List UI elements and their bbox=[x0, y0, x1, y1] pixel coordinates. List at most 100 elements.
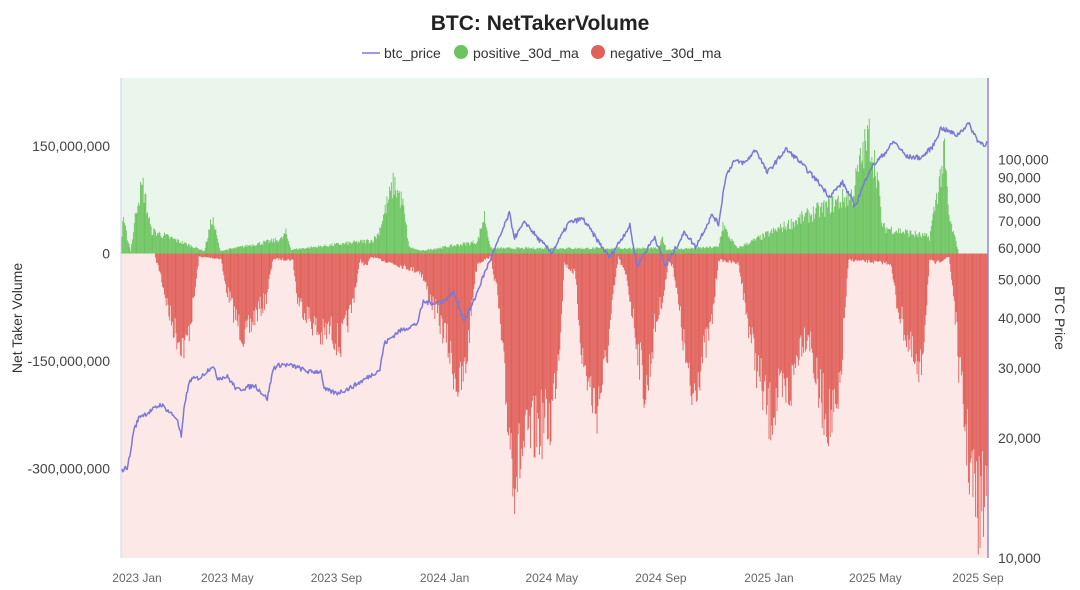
positive-30d-ma-bar bbox=[462, 242, 464, 254]
positive-30d-ma-bar bbox=[949, 221, 951, 254]
negative-30d-ma-bar bbox=[528, 253, 530, 429]
negative-30d-ma-bar bbox=[461, 253, 463, 367]
positive-30d-ma-bar bbox=[315, 246, 317, 254]
negative-30d-ma-bar bbox=[632, 253, 633, 318]
positive-30d-ma-bar bbox=[297, 249, 299, 254]
positive-30d-ma-bar bbox=[801, 211, 803, 254]
positive-30d-ma-bar bbox=[163, 232, 165, 254]
negative-30d-ma-bar bbox=[847, 253, 849, 269]
positive-30d-ma-bar bbox=[694, 247, 696, 254]
negative-30d-ma-bar bbox=[298, 253, 300, 307]
negative-30d-ma-bar bbox=[729, 253, 731, 261]
negative-30d-ma-bar bbox=[946, 253, 948, 258]
positive-30d-ma-bar bbox=[692, 248, 694, 254]
positive-30d-ma-bar bbox=[410, 248, 412, 254]
negative-30d-ma-bar bbox=[163, 253, 165, 295]
positive-30d-ma-bar bbox=[676, 248, 678, 254]
legend-label-btc-price: btc_price bbox=[384, 45, 441, 61]
x-tick-label: 2025 Sep bbox=[952, 571, 1004, 585]
positive-30d-ma-bar bbox=[635, 249, 637, 254]
negative-30d-ma-bar bbox=[199, 253, 201, 257]
negative-30d-ma-bar bbox=[215, 253, 217, 259]
positive-30d-ma-bar bbox=[121, 236, 123, 254]
negative-30d-ma-bar bbox=[250, 253, 252, 332]
negative-30d-ma-bar bbox=[327, 253, 329, 322]
positive-30d-ma-bar bbox=[689, 248, 691, 254]
positive-30d-ma-bar bbox=[808, 222, 810, 254]
positive-30d-ma-bar bbox=[346, 241, 348, 254]
legend-item-positive-30d-ma[interactable]: positive_30d_ma bbox=[454, 45, 579, 61]
positive-30d-ma-bar bbox=[454, 245, 456, 254]
negative-30d-ma-bar bbox=[776, 253, 778, 411]
positive-30d-ma-bar bbox=[329, 244, 331, 254]
negative-30d-ma-bar bbox=[738, 253, 740, 266]
positive-30d-ma-bar bbox=[701, 248, 703, 254]
negative-30d-ma-bar bbox=[195, 253, 197, 279]
positive-30d-ma-bar bbox=[159, 232, 161, 254]
positive-30d-ma-bar bbox=[429, 248, 431, 254]
negative-30d-ma-bar bbox=[295, 253, 297, 282]
negative-30d-ma-bar bbox=[195, 253, 196, 288]
positive-30d-ma-bar bbox=[624, 247, 625, 254]
negative-30d-ma-bar bbox=[511, 253, 513, 459]
positive-30d-ma-bar bbox=[218, 242, 219, 254]
negative-30d-ma-bar bbox=[224, 253, 226, 281]
negative-30d-ma-bar bbox=[910, 253, 912, 332]
negative-30d-ma-bar bbox=[866, 253, 868, 263]
negative-30d-ma-bar bbox=[432, 253, 434, 297]
negative-30d-ma-bar bbox=[982, 253, 984, 452]
negative-30d-ma-bar bbox=[159, 253, 161, 273]
negative-30d-ma-bar bbox=[928, 253, 930, 277]
negative-30d-ma-bar bbox=[261, 253, 263, 309]
positive-30d-ma-bar bbox=[266, 239, 268, 254]
negative-30d-ma-bar bbox=[309, 253, 311, 319]
positive-30d-ma-bar bbox=[919, 232, 921, 254]
positive-30d-ma-bar bbox=[809, 212, 811, 254]
positive-30d-ma-bar bbox=[158, 231, 160, 254]
positive-30d-ma-bar bbox=[915, 234, 917, 254]
y-left-axis-label: Net Taker Volume bbox=[9, 263, 25, 373]
positive-30d-ma-bar bbox=[630, 248, 632, 254]
negative-30d-ma-bar bbox=[712, 253, 714, 305]
negative-30d-ma-bar bbox=[784, 253, 786, 387]
positive-30d-ma-bar bbox=[496, 249, 498, 254]
positive-30d-ma-bar bbox=[769, 233, 771, 254]
positive-30d-ma-bar bbox=[190, 245, 192, 254]
negative-30d-ma-bar bbox=[394, 253, 396, 265]
negative-30d-ma-bar bbox=[894, 253, 896, 286]
negative-30d-ma-bar bbox=[218, 253, 220, 260]
positive-30d-ma-bar bbox=[567, 248, 569, 254]
negative-30d-ma-bar bbox=[975, 253, 977, 517]
negative-30d-ma-bar bbox=[495, 253, 497, 283]
positive-30d-ma-bar bbox=[513, 248, 515, 254]
positive-30d-ma-bar bbox=[217, 238, 219, 254]
negative-30d-ma-bar bbox=[294, 253, 296, 277]
positive-30d-ma-bar bbox=[296, 249, 298, 254]
positive-30d-ma-bar bbox=[417, 250, 419, 254]
positive-30d-ma-bar bbox=[593, 247, 594, 254]
positive-30d-ma-bar bbox=[453, 245, 455, 254]
positive-30d-ma-bar bbox=[618, 247, 620, 254]
negative-30d-ma-bar bbox=[822, 253, 824, 374]
negative-30d-ma-bar bbox=[817, 253, 819, 379]
positive-30d-ma-bar bbox=[861, 160, 863, 254]
positive-30d-ma-bar bbox=[439, 247, 441, 254]
negative-30d-ma-bar bbox=[430, 253, 432, 304]
positive-30d-ma-bar bbox=[925, 233, 927, 254]
positive-30d-ma-bar bbox=[305, 248, 307, 254]
negative-30d-ma-bar bbox=[871, 253, 873, 263]
negative-30d-ma-bar bbox=[859, 253, 860, 261]
negative-30d-ma-bar bbox=[642, 253, 644, 400]
legend-item-btc-price[interactable]: btc_price bbox=[362, 45, 441, 61]
positive-30d-ma-bar bbox=[858, 172, 860, 254]
negative-30d-ma-bar bbox=[221, 253, 223, 264]
positive-30d-ma-bar bbox=[841, 207, 843, 254]
positive-30d-ma-bar bbox=[220, 250, 222, 254]
y-right-tick-label: 20,000 bbox=[998, 430, 1041, 446]
positive-30d-ma-bar bbox=[546, 249, 548, 254]
negative-30d-ma-bar bbox=[403, 253, 405, 266]
negative-30d-ma-bar bbox=[930, 253, 932, 260]
legend-item-negative-30d-ma[interactable]: negative_30d_ma bbox=[591, 45, 722, 61]
negative-30d-ma-bar bbox=[384, 253, 386, 263]
negative-30d-ma-bar bbox=[179, 253, 181, 356]
